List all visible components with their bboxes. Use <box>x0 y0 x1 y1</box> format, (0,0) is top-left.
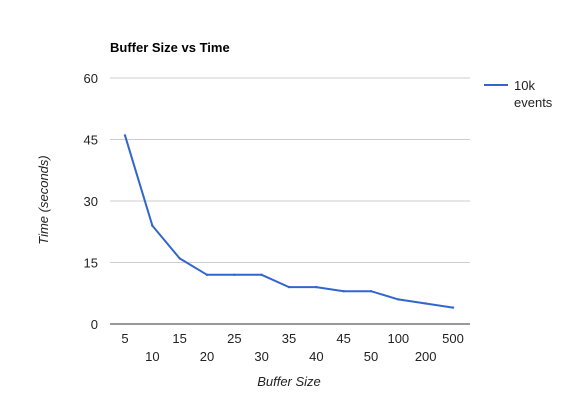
x-tick-label: 20 <box>200 349 214 364</box>
y-axis-label: Time (seconds) <box>36 155 51 244</box>
x-tick-label: 500 <box>442 331 464 346</box>
data-point <box>205 273 209 276</box>
x-tick-label: 100 <box>387 331 409 346</box>
x-tick-label: 5 <box>121 331 128 346</box>
data-point <box>424 302 427 305</box>
data-point <box>369 290 373 293</box>
data-point <box>123 134 127 137</box>
x-tick-label: 40 <box>309 349 323 364</box>
legend-label-line: events <box>514 95 553 110</box>
data-point <box>451 306 455 309</box>
x-tick-label: 15 <box>172 331 186 346</box>
x-tick-label: 35 <box>282 331 296 346</box>
x-tick-label: 25 <box>227 331 241 346</box>
y-axis-ticks: 0 15 30 45 60 <box>84 71 98 332</box>
legend-label: 10k events <box>514 78 553 110</box>
legend-label-line: 10k <box>514 78 535 93</box>
x-tick-label: 200 <box>415 349 437 364</box>
data-point <box>287 285 291 289</box>
gridlines <box>110 77 470 325</box>
y-tick-label: 0 <box>91 317 98 332</box>
data-point <box>342 290 345 293</box>
data-point <box>397 298 400 301</box>
chart-title: Buffer Size vs Time <box>110 40 230 55</box>
x-axis-ticks: 5 10 15 20 25 30 35 40 45 50 100 200 500 <box>121 331 463 364</box>
data-point <box>151 224 154 227</box>
legend: 10k events <box>484 78 553 110</box>
x-tick-label: 10 <box>145 349 159 364</box>
x-tick-label: 30 <box>254 349 268 364</box>
y-tick-label: 45 <box>84 133 98 148</box>
data-point <box>315 285 318 289</box>
y-tick-label: 15 <box>84 256 98 271</box>
series-layer <box>123 134 455 309</box>
x-tick-label: 45 <box>336 331 350 346</box>
x-tick-label: 50 <box>364 349 378 364</box>
x-axis-label: Buffer Size <box>257 374 321 389</box>
data-point <box>178 257 181 260</box>
y-tick-label: 60 <box>84 71 98 86</box>
data-point <box>233 273 236 276</box>
data-point <box>260 273 263 276</box>
y-tick-label: 30 <box>84 194 98 209</box>
series-line <box>124 135 454 309</box>
